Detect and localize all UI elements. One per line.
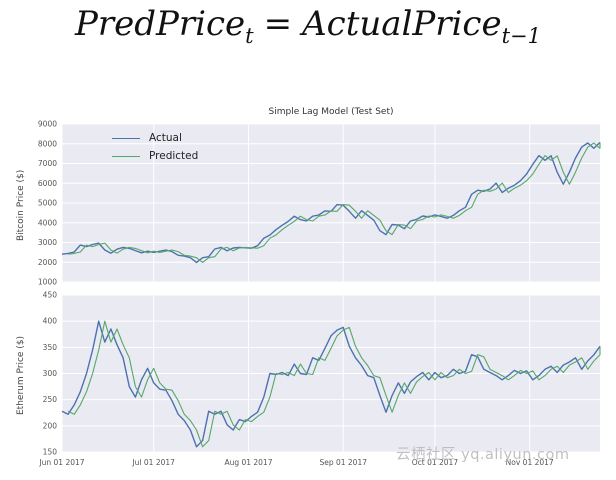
y-tick-label: 300	[43, 369, 58, 378]
legend-label-actual: Actual	[149, 132, 182, 144]
legend-item-predicted: Predicted	[112, 147, 198, 165]
y-tick-label: 3000	[38, 238, 57, 247]
formula-lhs-subscript: t	[245, 23, 254, 48]
formula-rhs-subscript: t−1	[501, 23, 541, 48]
y-tick-label: 9000	[38, 120, 57, 129]
actual-series-line	[61, 320, 601, 448]
lag-model-formula: PredPricet = ActualPricet−1	[0, 4, 616, 48]
x-tick-label: Sep 01 2017	[319, 458, 367, 467]
watermark: 云栖社区 yq.aliyun.com	[396, 447, 570, 463]
y-tick-label: 2000	[38, 258, 57, 267]
y-tick-label: 250	[43, 395, 58, 404]
y-tick-label: 7000	[38, 159, 57, 168]
formula-equals: =	[263, 4, 293, 44]
y-tick-label: 450	[43, 291, 58, 300]
y-tick-label: 4000	[38, 218, 57, 227]
x-tick-label: Aug 01 2017	[224, 458, 272, 467]
x-tick-label: Nov 01 2017	[506, 458, 554, 467]
y-tick-label: 5000	[38, 199, 57, 208]
chart-legend: Actual Predicted	[112, 129, 198, 165]
x-tick-label: Jun 01 2017	[38, 458, 84, 467]
y-tick-label: 1000	[38, 278, 57, 287]
bitcoin-price-chart: 1000 2000 3000 4000 5000 6000 7000 8000 9000	[38, 120, 601, 287]
predicted-series-line	[67, 320, 601, 448]
y-tick-label: 8000	[38, 139, 57, 148]
y-tick-label: 350	[43, 343, 58, 352]
y-tick-label: 150	[43, 448, 58, 457]
legend-label-predicted: Predicted	[149, 150, 199, 162]
actual-line-swatch	[112, 137, 140, 139]
ethereum-price-chart: 150 200 250 300 350 400 450 Jun 01 2017 Jul 01 2…	[38, 291, 601, 467]
formula-rhs: ActualPrice	[302, 4, 502, 44]
y-tick-label: 400	[43, 317, 58, 326]
predicted-line-swatch	[112, 155, 140, 157]
chart-title: Simple Lag Model (Test Set)	[268, 107, 394, 117]
x-tick-label: Oct 01 2017	[412, 458, 459, 467]
x-tick-label: Jul 01 2017	[131, 458, 175, 467]
y-tick-label: 6000	[38, 179, 57, 188]
y-tick-label: 200	[43, 421, 58, 430]
formula-lhs: PredPrice	[74, 4, 246, 44]
predicted-series-line	[68, 142, 601, 263]
legend-item-actual: Actual	[112, 129, 198, 147]
